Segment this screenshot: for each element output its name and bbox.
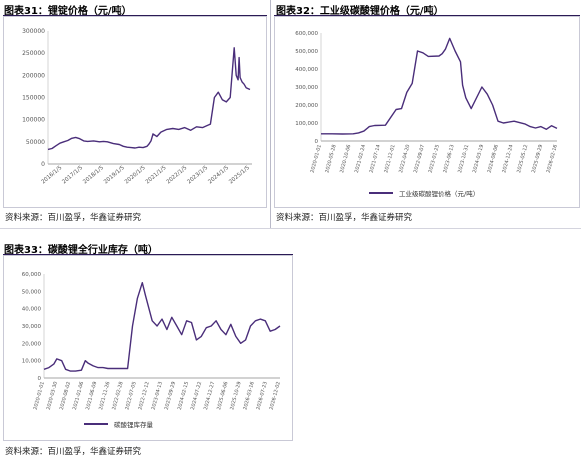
x-tick-label: 2022-04-20: [398, 144, 411, 174]
y-tick-label: 600,000: [295, 31, 318, 37]
y-tick-label: 300000: [22, 28, 45, 35]
legend-label: 碳酸锂库存量: [114, 421, 153, 429]
x-tick-label: 2022-07-05: [124, 381, 137, 411]
x-tick-label: 2024/1/5: [207, 165, 230, 186]
source-note: 资料来源：百川盈孚，华鑫证券研究: [5, 213, 142, 223]
y-tick-label: 50000: [26, 139, 45, 146]
chart-title: 图表33：碳酸锂全行业库存（吨）: [4, 245, 158, 256]
x-tick-label: 2026-12-02: [269, 381, 282, 411]
x-tick-label: 2020-01-01: [310, 144, 323, 174]
y-tick-label: 30,000: [22, 324, 42, 330]
legend-label: 工业级碳酸锂价格（元/吨）: [399, 190, 480, 198]
x-tick-label: 2021-07-14: [369, 144, 382, 174]
x-tick-label: 2024-08-06: [487, 144, 500, 174]
x-tick-label: 2020-08-02: [59, 381, 72, 411]
x-tick-label: 2024-12-27: [203, 381, 216, 411]
x-tick-label: 2022-09-07: [413, 144, 426, 174]
x-tick-label: 2020/1/5: [124, 165, 147, 186]
title-rule: [3, 254, 293, 255]
chart-title: 图表31：锂锭价格（元/吨）: [4, 6, 132, 17]
series-line: [47, 47, 251, 151]
y-tick-label: 300,000: [295, 85, 318, 91]
legend-swatch: [84, 423, 108, 425]
x-tick-label: 2022-12-12: [138, 381, 151, 411]
y-tick-label: 500,000: [295, 49, 318, 55]
x-tick-label: 2020-01-01: [33, 381, 46, 411]
legend-item: 工业级碳酸锂价格（元/吨）: [369, 188, 479, 198]
x-tick-label: 2026-02-16: [546, 144, 559, 174]
x-tick-label: 2018/1/5: [82, 165, 105, 186]
x-tick-label: 2025-09-29: [531, 144, 544, 174]
y-tick-label: 250000: [22, 50, 45, 57]
x-tick-label: 2024-07-22: [190, 381, 203, 411]
x-tick-label: 2021-11-26: [98, 381, 111, 411]
y-tick-label: 0: [41, 161, 45, 168]
y-tick-label: 0: [315, 139, 319, 145]
x-tick-label: 2023-01-25: [428, 144, 441, 174]
x-tick-label: 2022-02-28: [111, 381, 124, 411]
title-rule: [274, 15, 580, 16]
x-tick-label: 2025-06-06: [216, 381, 229, 411]
row-divider: [0, 228, 581, 229]
y-tick-label: 50,000: [22, 289, 42, 295]
x-tick-label: 2019/1/5: [103, 165, 126, 186]
y-tick-label: 200,000: [295, 103, 318, 109]
chart-3-svg: 0 10,000 20,000 30,000 40,000 50,000 60,000 202…: [22, 272, 282, 411]
chart-frame: 0 50000 100000 150000 200000 250000 300000 2016…: [3, 16, 267, 208]
y-tick-label: 40,000: [22, 307, 42, 313]
source-note: 资料来源：百川盈孚，华鑫证券研究: [5, 447, 142, 457]
y-tick-label: 20,000: [22, 341, 42, 347]
y-tick-label: 400,000: [295, 67, 318, 73]
x-tick-label: 2023-09-29: [164, 381, 177, 411]
x-tick-label: 2020-05-28: [324, 144, 337, 174]
x-tick-label: 2025-10-29: [229, 381, 242, 411]
x-tick-label: 2024-12-24: [501, 144, 514, 174]
y-tick-label: 200000: [22, 72, 45, 79]
x-tick-label: 2017/1/5: [61, 165, 84, 186]
legend-swatch: [369, 192, 393, 194]
x-tick-label: 2023-06-13: [442, 144, 455, 174]
y-tick-label: 100000: [22, 117, 45, 124]
x-tick-label: 2021-12-01: [383, 144, 396, 174]
x-tick-label: 2025/1/5: [228, 165, 251, 186]
title-rule: [3, 15, 267, 16]
x-tick-label: 2021-01-06: [72, 381, 85, 411]
x-tick-label: 2020-10-06: [339, 144, 352, 174]
x-tick-label: 2023-04-13: [151, 381, 164, 411]
chart-2-svg: 0 100,000 200,000 300,000 400,000 500,000 600,…: [295, 31, 559, 174]
y-tick-label: 150000: [22, 95, 45, 102]
x-tick-label: 2021-06-09: [85, 381, 98, 411]
series-line: [321, 37, 558, 135]
source-note: 资料来源：百川盈孚，华鑫证券研究: [276, 213, 413, 223]
x-tick-label: 2022/1/5: [166, 165, 189, 186]
x-tick-label: 2023-10-31: [457, 144, 470, 174]
x-tick-label: 2026-03-16: [242, 381, 255, 411]
x-tick-label: 2023/1/5: [186, 165, 209, 186]
x-tick-label: 2020-03-30: [46, 381, 59, 411]
x-tick-label: 2024-03-19: [472, 144, 485, 174]
chart-title: 图表32：工业级碳酸锂价格（元/吨）: [276, 6, 444, 17]
y-tick-label: 0: [38, 376, 42, 382]
chart-1-svg: 0500001000001500002000002500003000002016…: [22, 28, 252, 186]
x-tick-label: 2021-02-24: [354, 144, 367, 174]
x-tick-label: 2024-02-15: [177, 381, 190, 411]
panel-divider: [270, 0, 271, 228]
x-tick-label: 2025-05-12: [516, 144, 529, 174]
y-tick-label: 10,000: [22, 359, 42, 365]
chart-frame: 0 100,000 200,000 300,000 400,000 500,000 600,…: [274, 16, 580, 208]
x-tick-label: 2021/1/5: [145, 165, 168, 186]
x-tick-label: 2026-07-23: [256, 381, 269, 411]
chart-frame: 0 10,000 20,000 30,000 40,000 50,000 60,000 202…: [3, 255, 293, 441]
y-tick-label: 60,000: [22, 272, 42, 278]
series-line: [43, 282, 281, 372]
legend-item: 碳酸锂库存量: [84, 419, 153, 429]
y-tick-label: 100,000: [295, 121, 318, 127]
